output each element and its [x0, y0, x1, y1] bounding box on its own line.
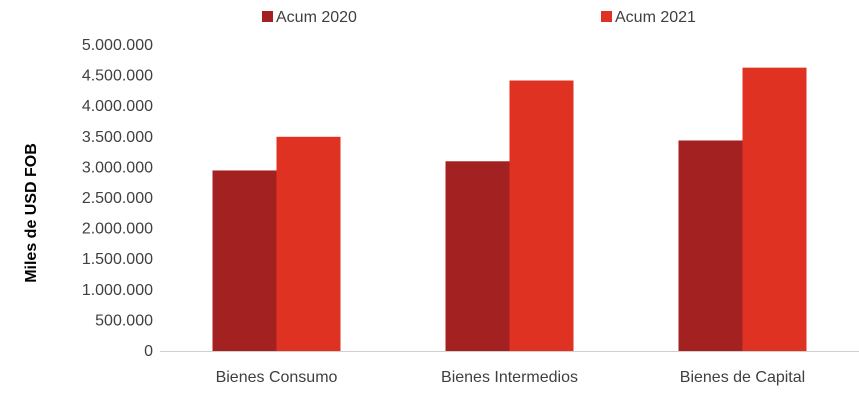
- x-tick-label: Bienes de Capital: [680, 369, 805, 386]
- y-axis-ticks: 0 500.000 1.000.000 1.500.000 2.000.000 2.500…: [82, 37, 153, 360]
- y-tick-label: 4.000.000: [82, 98, 153, 115]
- bar-acum-2020-bienes-de-capital: [678, 140, 743, 351]
- y-tick-label: 2.500.000: [82, 190, 153, 207]
- bar-acum-2021-bienes-de-capital: [742, 67, 807, 352]
- legend-label: Acum 2021: [615, 9, 696, 26]
- y-tick-label: 1.000.000: [82, 282, 153, 299]
- bar-acum-2020-bienes-consumo: [212, 170, 277, 351]
- y-tick-label: 500.000: [95, 312, 153, 329]
- legend-swatch: [262, 11, 273, 22]
- legend: Acum 2020 Acum 2021: [262, 9, 696, 26]
- y-axis-label: Miles de USD FOB: [23, 143, 40, 283]
- bars: [212, 67, 807, 352]
- bar-acum-2021-bienes-consumo: [276, 136, 341, 351]
- y-tick-label: 1.500.000: [82, 251, 153, 268]
- x-tick-label: Bienes Consumo: [216, 369, 338, 386]
- y-tick-label: 3.500.000: [82, 129, 153, 146]
- x-tick-label: Bienes Intermedios: [441, 369, 578, 386]
- y-tick-label: 0: [144, 343, 153, 360]
- y-tick-label: 5.000.000: [82, 37, 153, 54]
- x-axis-ticks: Bienes Consumo Bienes Intermedios Bienes d…: [216, 369, 806, 386]
- legend-swatch: [601, 11, 612, 22]
- y-tick-label: 4.500.000: [82, 68, 153, 85]
- bar-acum-2021-bienes-intermedios: [509, 80, 574, 351]
- y-tick-label: 2.000.000: [82, 221, 153, 238]
- legend-label: Acum 2020: [276, 9, 357, 26]
- y-tick-label: 3.000.000: [82, 159, 153, 176]
- bar-acum-2020-bienes-intermedios: [445, 161, 510, 351]
